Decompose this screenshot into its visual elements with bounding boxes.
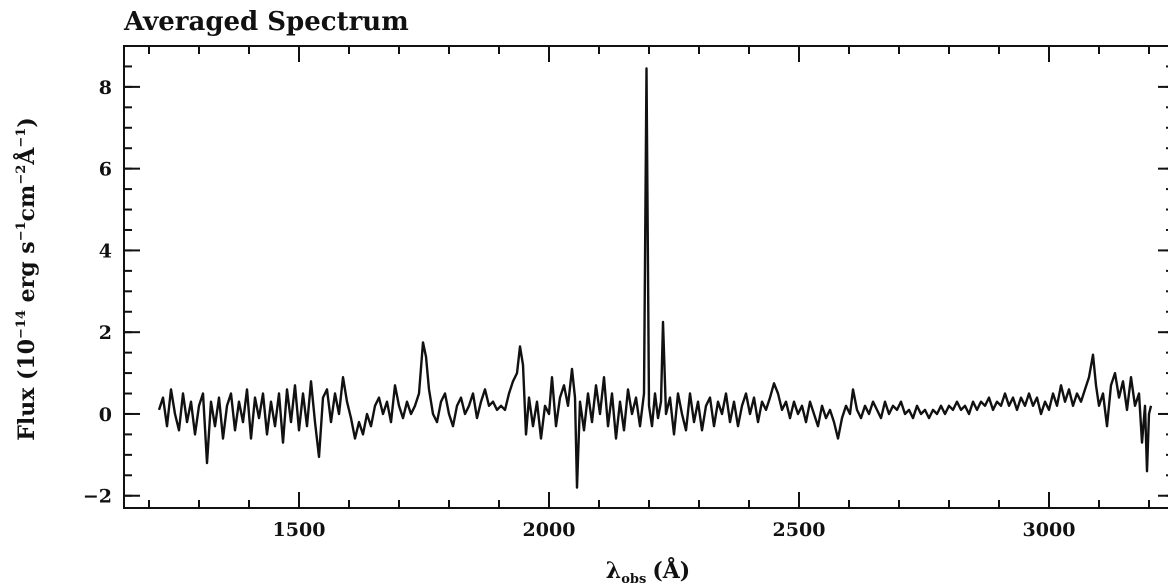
x-tick-label: 2500	[773, 519, 826, 541]
y-label-mid1: erg s	[14, 241, 40, 310]
x-tick-labels: 1500 2000 2500 3000	[273, 519, 1076, 541]
y-tick-label: 6	[99, 159, 112, 181]
y-label-prefix: Flux (10	[14, 339, 40, 441]
x-tick-label: 3000	[1023, 519, 1076, 541]
x-axis-subscript: obs	[621, 572, 646, 587]
y-tick-label: 8	[99, 77, 112, 99]
y-label-exp1: −14	[14, 310, 29, 339]
x-tick-label: 2000	[523, 519, 576, 541]
y-axis-label: Flux (10−14 erg s−1cm−2Å−1)	[13, 117, 40, 441]
y-tick-label: 4	[99, 240, 112, 262]
y-tick-label: 0	[99, 404, 112, 426]
y-label-mid3: Å	[13, 147, 40, 166]
y-label-mid2: cm	[14, 185, 40, 222]
y-label-exp2: −1	[14, 221, 29, 241]
x-axis-unit: (Å)	[652, 557, 690, 584]
y-label-exp4: −1	[14, 128, 29, 148]
x-tick-label: 1500	[273, 519, 326, 541]
y-tick-label: 2	[99, 322, 112, 344]
y-label-exp3: −2	[14, 165, 29, 185]
tick-marks	[124, 45, 1168, 508]
spectrum-line	[157, 67, 1153, 489]
y-tick-label: −2	[83, 486, 112, 508]
chart-title: Averaged Spectrum	[123, 7, 409, 37]
y-tick-labels: −2 0 2 4 6 8	[83, 77, 112, 508]
x-axis-label: λobs (Å)	[606, 557, 690, 587]
x-axis-symbol: λ	[606, 558, 621, 584]
y-label-suffix: )	[14, 117, 40, 127]
